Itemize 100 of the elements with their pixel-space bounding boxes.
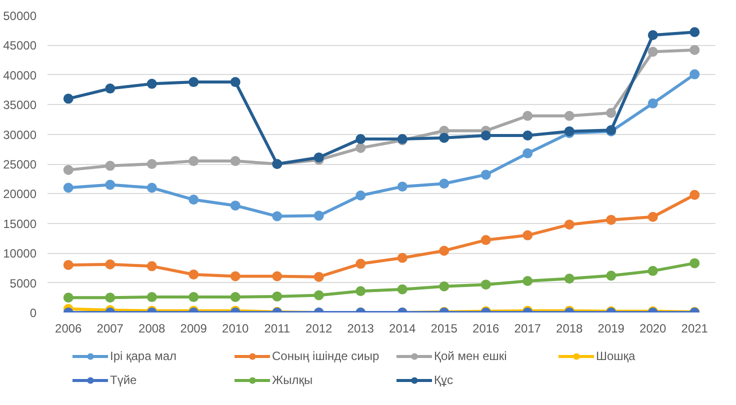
point	[606, 214, 616, 225]
point	[397, 284, 408, 294]
x-tick-label: 2014	[389, 322, 416, 336]
point	[439, 132, 450, 143]
point	[230, 292, 240, 302]
point	[230, 200, 240, 211]
point	[522, 148, 533, 158]
point	[564, 220, 574, 230]
point	[356, 142, 366, 153]
point	[522, 276, 533, 286]
point	[606, 270, 616, 281]
point	[105, 84, 116, 94]
point	[63, 182, 74, 193]
legend-label: Жылқы	[272, 373, 314, 387]
point	[522, 230, 533, 240]
point	[690, 27, 700, 38]
x-tick-label: 2007	[96, 322, 124, 336]
y-tick-label: 45000	[3, 38, 37, 53]
legend-label: Соның ішінде сиыр	[272, 349, 380, 363]
point	[606, 108, 616, 118]
y-tick-label: 0	[30, 306, 37, 320]
point	[648, 266, 658, 276]
point	[63, 94, 74, 104]
point	[63, 164, 74, 175]
x-tick-label: 2017	[514, 322, 542, 336]
point	[188, 77, 199, 88]
y-tick-label: 35000	[3, 98, 37, 112]
legend-label: Шошқа	[596, 349, 636, 363]
point	[230, 156, 240, 166]
y-tick-label: 10000	[3, 246, 37, 261]
point	[146, 182, 157, 193]
point	[105, 259, 116, 270]
point	[146, 159, 157, 169]
legend-label: Ірі қара мал	[110, 349, 178, 363]
legend-label: Қой мен ешкі	[434, 349, 508, 363]
legend-label: Түйе	[110, 373, 138, 387]
point	[188, 194, 199, 205]
point	[439, 281, 450, 292]
x-tick-label: 2011	[264, 322, 290, 336]
point	[105, 180, 116, 190]
point	[272, 291, 282, 302]
point	[439, 246, 450, 256]
x-tick-label: 2013	[347, 322, 374, 336]
point	[272, 271, 282, 282]
point	[188, 292, 199, 302]
x-tick-label: 2009	[180, 322, 208, 336]
point	[63, 260, 74, 270]
point	[314, 272, 324, 282]
y-tick-label: 25000	[3, 158, 37, 172]
y-tick-label: 40000	[3, 68, 37, 82]
y-tick-label: 20000	[3, 187, 37, 202]
point	[648, 30, 658, 40]
point	[188, 156, 199, 166]
point	[105, 292, 116, 303]
point	[314, 210, 324, 221]
point	[397, 252, 408, 263]
x-tick-label: 2008	[138, 322, 166, 336]
point	[564, 274, 574, 284]
point	[146, 292, 157, 302]
point	[272, 211, 282, 222]
point	[397, 182, 408, 192]
point	[439, 178, 450, 189]
point	[314, 290, 324, 300]
point	[648, 98, 658, 108]
point	[648, 212, 658, 222]
point	[230, 77, 240, 88]
point	[146, 78, 157, 89]
x-tick-label: 2006	[55, 322, 82, 336]
x-tick-label: 2021	[681, 322, 708, 336]
x-tick-label: 2012	[306, 322, 333, 336]
y-tick-label: 50000	[3, 9, 37, 23]
point	[314, 152, 324, 162]
point	[63, 292, 74, 303]
y-tick-label: 15000	[3, 216, 37, 231]
point	[564, 110, 574, 121]
x-tick-label: 2019	[598, 322, 625, 336]
x-tick-label: 2018	[556, 322, 584, 336]
point	[522, 130, 533, 140]
point	[480, 170, 491, 180]
point	[690, 190, 700, 200]
x-tick-label: 2020	[640, 322, 667, 336]
point	[188, 269, 199, 280]
point	[105, 160, 116, 171]
point	[356, 134, 366, 144]
point	[690, 44, 700, 55]
point	[690, 69, 700, 80]
y-tick-label: 5000	[10, 276, 37, 290]
x-tick-label: 2016	[472, 322, 500, 336]
point	[230, 271, 240, 282]
point	[480, 130, 491, 140]
point	[480, 280, 491, 290]
point	[146, 261, 157, 272]
point	[356, 258, 366, 269]
point	[356, 190, 366, 200]
x-tick-label: 2010	[222, 322, 250, 336]
point	[356, 286, 366, 296]
x-tick-label: 2015	[430, 322, 458, 336]
legend-label: Құс	[434, 373, 454, 387]
point	[690, 258, 700, 268]
point	[522, 110, 533, 121]
